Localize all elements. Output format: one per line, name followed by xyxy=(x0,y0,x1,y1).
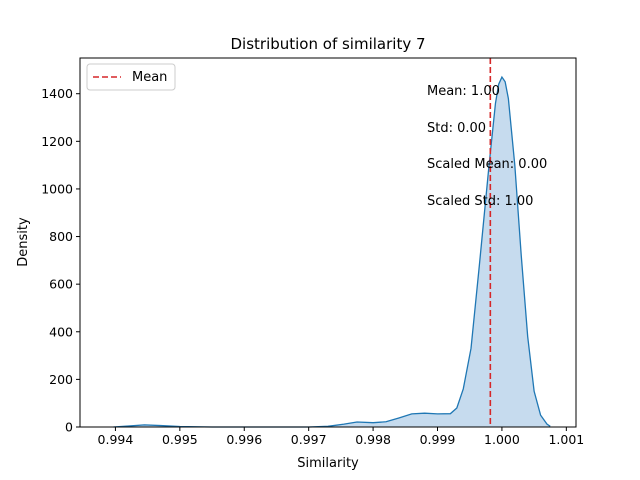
legend-box xyxy=(86,63,176,91)
x-tick-label: 1.000 xyxy=(484,432,520,447)
annotation-mean: Mean: 1.00 xyxy=(427,84,500,99)
y-tick-label: 400 xyxy=(49,324,73,339)
y-tick-label: 1000 xyxy=(41,181,73,196)
legend-mean-label: Mean xyxy=(132,70,167,85)
annotation-std: Std: 0.00 xyxy=(427,121,486,136)
annotation-scaled-std: Scaled Std: 1.00 xyxy=(427,194,533,209)
density-area xyxy=(113,77,551,428)
y-axis: 0 200 400 600 800 1000 1200 1400 xyxy=(41,86,80,435)
y-tick-label: 600 xyxy=(49,277,73,292)
legend: Mean xyxy=(86,63,176,91)
y-tick-label: 1200 xyxy=(41,134,73,149)
y-tick-label: 0 xyxy=(65,420,73,435)
y-axis-label: Density xyxy=(16,217,31,267)
x-axis-label: Similarity xyxy=(297,456,359,471)
plot-area xyxy=(113,58,551,428)
y-tick-label: 200 xyxy=(49,372,73,387)
y-tick-label: 800 xyxy=(49,229,73,244)
y-tick-label: 1400 xyxy=(41,86,73,101)
chart-title: Distribution of similarity 7 xyxy=(230,35,425,53)
stats-annotations: Mean: 1.00 Std: 0.00 Scaled Mean: 0.00 S… xyxy=(427,84,547,209)
annotation-scaled-mean: Scaled Mean: 0.00 xyxy=(427,157,547,172)
x-tick-label: 0.997 xyxy=(291,432,327,447)
x-tick-label: 0.996 xyxy=(226,432,262,447)
x-tick-label: 0.998 xyxy=(355,432,391,447)
x-tick-label: 0.995 xyxy=(162,432,198,447)
x-tick-label: 0.994 xyxy=(98,432,134,447)
x-tick-label: 0.999 xyxy=(420,432,456,447)
plot-frame xyxy=(79,57,577,428)
x-axis: 0.994 0.995 0.996 0.997 0.998 0.999 1.000 1.001 xyxy=(98,427,584,447)
x-tick-label: 1.001 xyxy=(548,432,584,447)
